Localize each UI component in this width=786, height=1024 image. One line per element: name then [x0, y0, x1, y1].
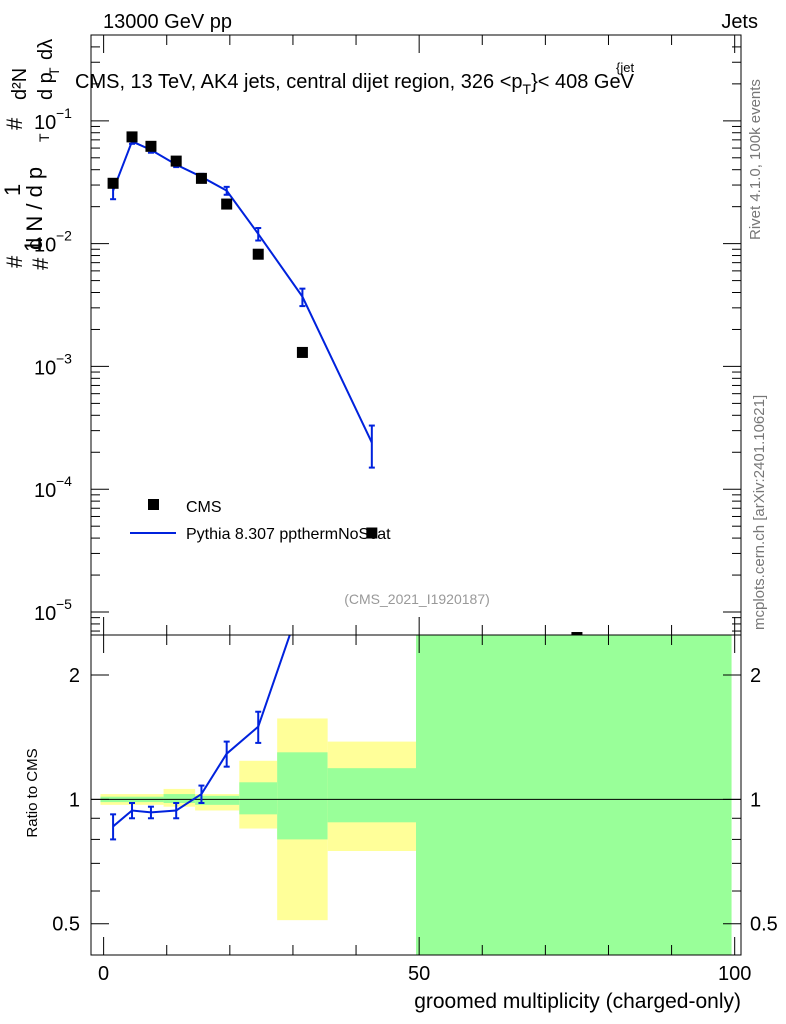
cms-point — [170, 155, 182, 167]
main-ytick-exp: −4 — [56, 473, 72, 489]
ylabel-dlambda: dλ — [35, 39, 57, 60]
title-tail: }< 408 GeV — [531, 71, 635, 93]
legend: CMS Pythia 8.307 ppthermNoScat — [130, 499, 391, 543]
ratio-ticks: 0.5 0.5 1 1 2 2 0 50 100 — [52, 635, 778, 985]
ylabel-hash-left: # — [2, 255, 27, 268]
ratio-panel: 0.5 0.5 1 1 2 2 0 50 100 Ratio to CMS groomed mu… — [24, 634, 778, 1013]
ratio-xtick-label: 50 — [408, 963, 430, 985]
ylabel-frac-den: d N / d p — [22, 167, 47, 250]
ratio-band-green — [163, 794, 196, 804]
main-ytick-label: 10 — [34, 603, 56, 625]
cms-point — [221, 198, 233, 210]
cms-point — [107, 177, 119, 189]
ratio-ytick-label: 2 — [69, 665, 80, 687]
ratio-band-green — [195, 795, 240, 805]
ratio-xtick-label: 100 — [718, 963, 751, 985]
rivet-version-label: Rivet 4.1.0, 100k events — [747, 79, 764, 240]
main-ytick-exp: −3 — [56, 350, 72, 366]
main-ytick-exp: −1 — [56, 105, 72, 121]
main-frame — [90, 34, 742, 636]
ylabel-dp: d p — [35, 72, 57, 100]
ylabel-d2n: d²N — [9, 68, 31, 100]
mcplots-label: mcplots.cern.ch [arXiv:2401.10621] — [751, 395, 768, 630]
main-ytick-label: 10 — [34, 357, 56, 379]
main-ytick-exp: −5 — [56, 596, 72, 612]
ratio-ytick-label: 0.5 — [52, 914, 80, 936]
ratio-ytick-label-right: 0.5 — [750, 914, 778, 936]
cms-point — [126, 131, 138, 143]
title-sup: {jet — [616, 60, 634, 75]
ylabel-hash-1: # — [28, 257, 53, 270]
main-ytick-label: 10 — [34, 235, 56, 257]
main-ytick-exp: −2 — [56, 228, 72, 244]
cms-point — [296, 346, 308, 358]
ratio-bands — [100, 635, 732, 955]
x-axis-label: groomed multiplicity (charged-only) — [414, 990, 741, 1013]
cms-point — [145, 140, 157, 152]
main-ticks — [91, 34, 741, 635]
ylabel-frac-num: 1 — [20, 240, 45, 252]
ratio-band-green — [277, 752, 328, 840]
main-ytick-label: 10 — [34, 112, 56, 134]
main-ytick-label: 10 — [34, 480, 56, 502]
cms-point — [366, 527, 378, 539]
ratio-xtick-label: 0 — [98, 963, 109, 985]
ylabel-frac-den-sub: T — [36, 133, 52, 142]
ratio-band-green — [416, 635, 732, 955]
ratio-ytick-label: 1 — [69, 789, 80, 811]
chart-title: CMS, 13 TeV, AK4 jets, central dijet reg… — [75, 71, 635, 97]
main-ylabel: # 1 — [20, 240, 53, 270]
ratio-ytick-label-right: 1 — [750, 789, 761, 811]
cms-point — [252, 248, 264, 260]
energy-label: 13000 GeV pp — [103, 11, 232, 33]
main-panel: 10−110−210−310−410−5 (CMS_2021_I1920187)… — [34, 34, 742, 644]
main-ytick-labels: 10−110−210−310−410−5 — [34, 105, 72, 625]
ratio-line — [112, 634, 291, 828]
pythia-line — [112, 140, 373, 443]
analysis-watermark: (CMS_2021_I1920187) — [344, 591, 490, 607]
ylabel-hash-mid: # — [2, 117, 27, 130]
ratio-frame — [90, 634, 742, 956]
ylabel-group: d N / d p T 1 # # d p T d²N dλ — [0, 39, 62, 268]
ratio-band-green — [327, 768, 416, 823]
ratio-band-green — [239, 782, 278, 815]
ratio-series — [110, 634, 291, 841]
ratio-ylabel: Ratio to CMS — [24, 748, 41, 837]
category-label: Jets — [721, 11, 758, 33]
ylabel-one: 1 — [0, 184, 25, 196]
legend-pythia-label: Pythia 8.307 ppthermNoScat — [186, 526, 391, 543]
title-sub: T — [523, 81, 532, 97]
legend-cms-label: CMS — [186, 499, 222, 516]
title-main: CMS, 13 TeV, AK4 jets, central dijet reg… — [75, 71, 523, 93]
main-series — [107, 131, 583, 644]
ylabel-dp-sub: T — [46, 67, 62, 76]
legend-cms-marker — [148, 499, 159, 510]
ratio-ytick-label-right: 2 — [750, 665, 761, 687]
cms-point — [195, 172, 207, 184]
